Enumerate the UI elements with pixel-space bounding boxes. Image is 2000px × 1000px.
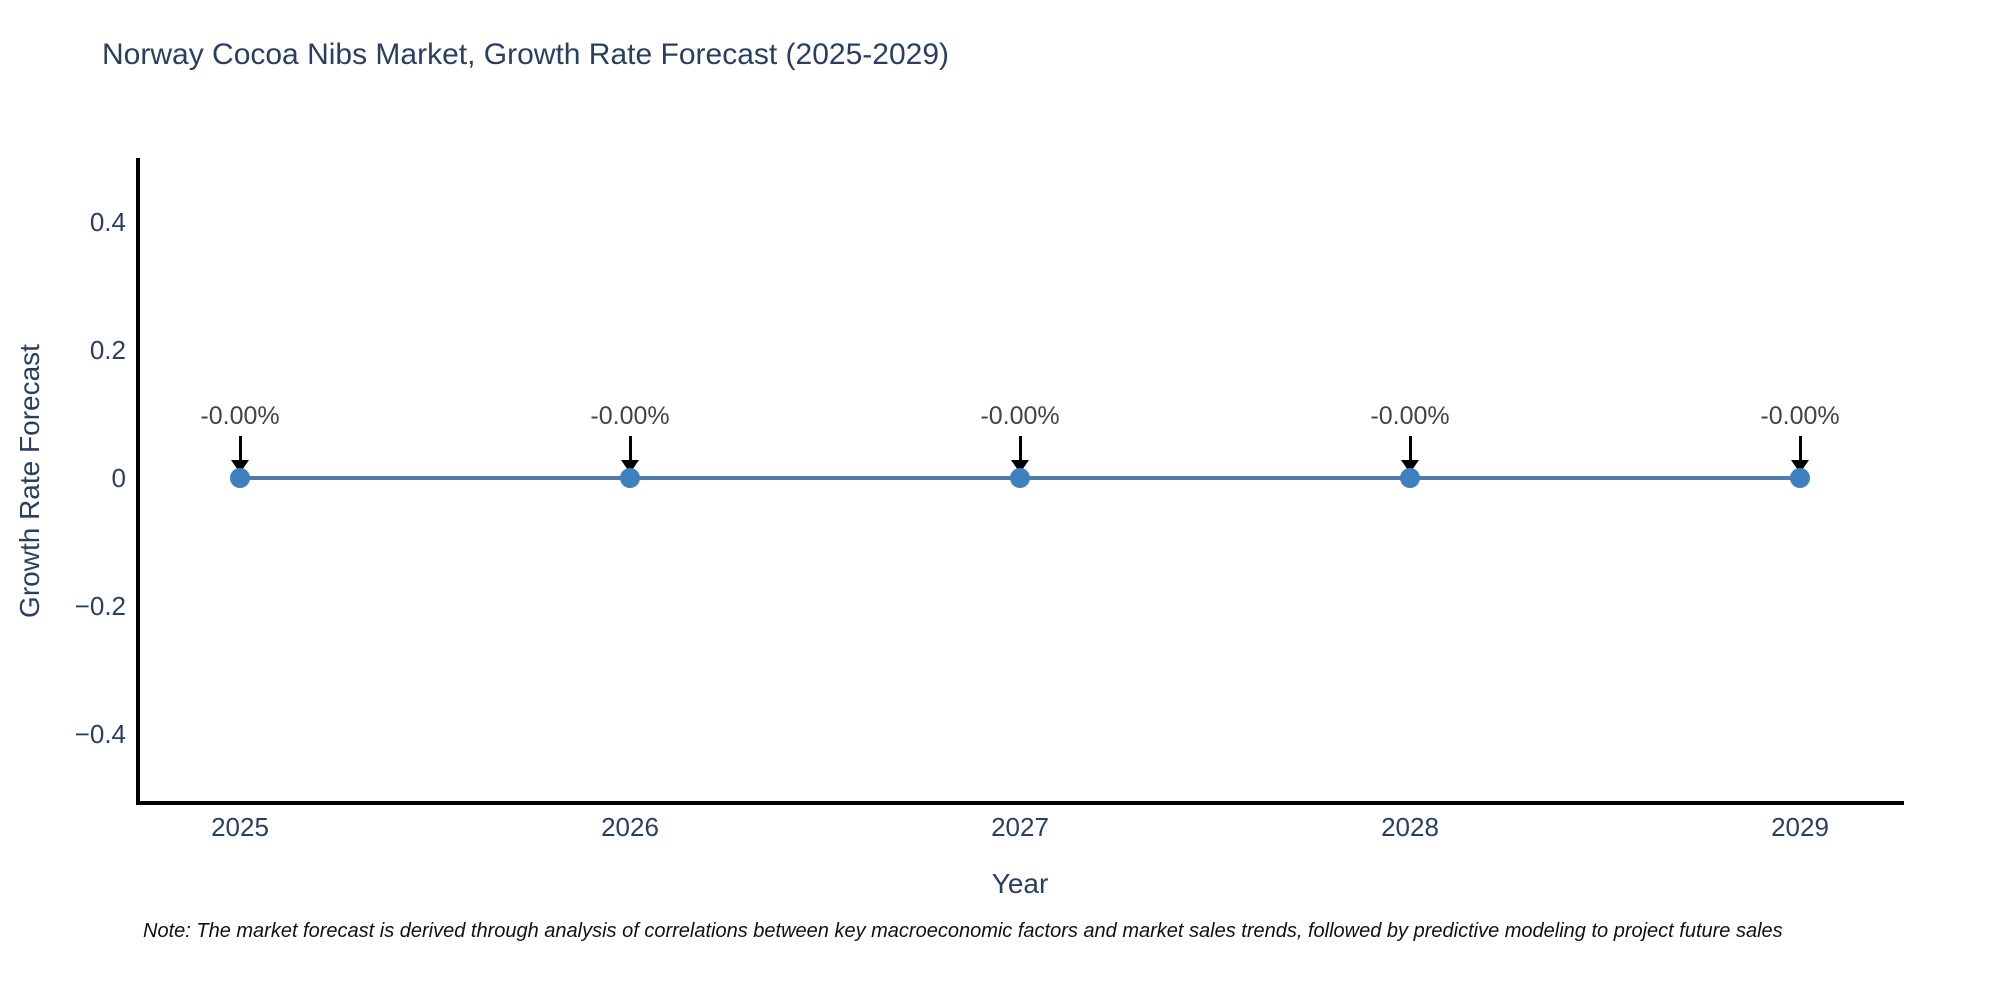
x-tick-label: 2026 — [601, 812, 659, 842]
y-tick-label: −0.2 — [74, 591, 126, 621]
x-axis-line — [136, 801, 1904, 805]
y-axis-line — [136, 158, 140, 805]
x-axis-title: Year — [991, 868, 1049, 899]
y-tick-label: 0 — [111, 463, 126, 493]
y-tick-label: 0.4 — [89, 207, 126, 237]
x-tick-label: 2027 — [991, 812, 1049, 842]
point-annotation-label: -0.00% — [1760, 402, 1840, 430]
annotation-arrow-shaft — [1018, 436, 1022, 462]
x-tick-label: 2025 — [211, 812, 269, 842]
chart-title: Norway Cocoa Nibs Market, Growth Rate Fo… — [102, 38, 950, 71]
x-tick-label: 2029 — [1771, 812, 1829, 842]
annotation-arrow-shaft — [628, 436, 632, 462]
y-tick-label: −0.4 — [74, 719, 126, 749]
data-point-marker — [620, 468, 640, 488]
data-point-marker — [230, 468, 250, 488]
footnote: Note: The market forecast is derived thr… — [143, 920, 1783, 942]
y-tick-label: 0.2 — [89, 335, 126, 365]
annotation-arrow-shaft — [238, 436, 242, 462]
x-tick-label: 2028 — [1381, 812, 1439, 842]
annotation-arrow-shaft — [1408, 436, 1412, 462]
data-point-marker — [1790, 468, 1810, 488]
data-point-marker — [1400, 468, 1420, 488]
annotation-arrow-shaft — [1798, 436, 1802, 462]
data-point-marker — [1010, 468, 1030, 488]
point-annotation-label: -0.00% — [980, 402, 1060, 430]
point-annotation-label: -0.00% — [590, 402, 670, 430]
point-annotation-label: -0.00% — [1370, 402, 1450, 430]
point-annotation-label: -0.00% — [200, 402, 280, 430]
